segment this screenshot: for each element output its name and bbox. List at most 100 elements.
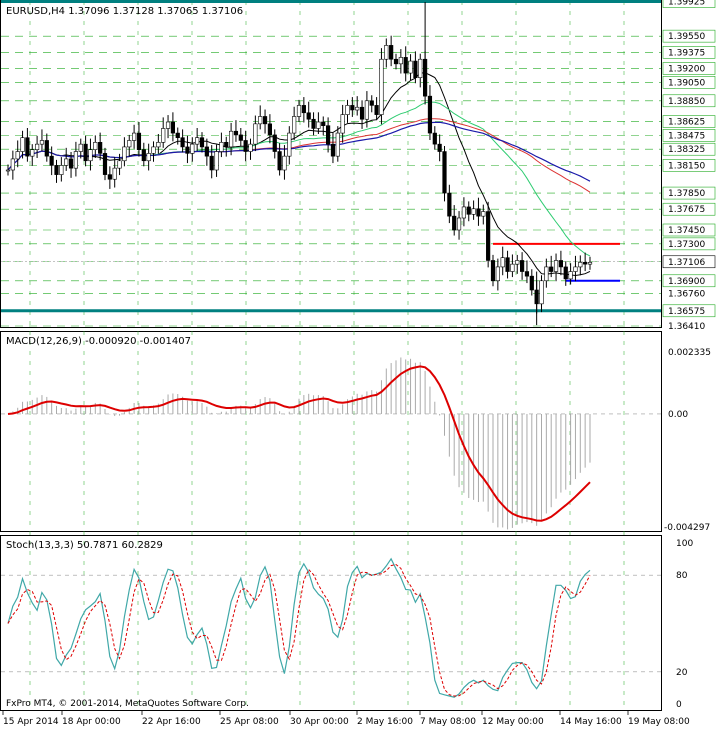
candle-body bbox=[432, 132, 437, 145]
candle-body bbox=[253, 123, 258, 145]
price-axis-label: 1.36410 bbox=[668, 322, 705, 332]
candle-body bbox=[25, 137, 30, 157]
candle-body bbox=[262, 116, 268, 125]
candle-body bbox=[10, 158, 15, 171]
candle-body bbox=[519, 260, 525, 272]
price-axis-label: 1.39550 bbox=[668, 32, 705, 42]
candle-body bbox=[306, 112, 311, 120]
price-level-box bbox=[662, 46, 716, 59]
candle-body bbox=[325, 125, 331, 145]
price-level-box bbox=[662, 76, 716, 89]
current-price-box bbox=[662, 255, 716, 269]
candle-body bbox=[93, 142, 98, 150]
price-level-box bbox=[662, 202, 716, 216]
candle-body bbox=[510, 263, 515, 272]
x-axis-label: 14 May 16:00 bbox=[560, 717, 622, 727]
candle-body bbox=[549, 266, 554, 272]
price-level-box bbox=[662, 115, 716, 128]
x-axis-label: 30 Apr 00:00 bbox=[290, 717, 349, 727]
candle-body bbox=[127, 140, 132, 148]
candle-body bbox=[190, 143, 195, 154]
candle-body bbox=[471, 208, 476, 215]
price-axis-label: 1.39925 bbox=[668, 0, 705, 8]
x-axis-label: 25 Apr 08:00 bbox=[220, 717, 279, 727]
macd-signal-line bbox=[7, 365, 591, 522]
candle-body bbox=[209, 155, 214, 171]
candle-body bbox=[287, 132, 292, 157]
candle-body bbox=[267, 123, 273, 136]
price-axis-label: 1.39375 bbox=[668, 48, 705, 58]
candle-body bbox=[321, 121, 326, 126]
candle-body bbox=[393, 58, 399, 65]
candle-body bbox=[20, 137, 25, 152]
candle-body bbox=[524, 271, 530, 277]
candle-body bbox=[151, 146, 156, 154]
candle-body bbox=[495, 266, 500, 282]
price-level-box bbox=[662, 29, 716, 43]
candle-body bbox=[500, 257, 505, 268]
candle-body bbox=[544, 266, 549, 282]
price-axis-label: 1.39050 bbox=[668, 78, 705, 88]
candle-body bbox=[39, 140, 45, 145]
price-pane[interactable] bbox=[0, 0, 662, 328]
candle-body bbox=[568, 271, 573, 280]
stoch-main-line bbox=[7, 557, 591, 698]
candle-body bbox=[486, 211, 491, 261]
candle-body bbox=[199, 137, 205, 148]
candle-body bbox=[282, 155, 287, 171]
candle-body bbox=[59, 165, 64, 175]
price-axis-label: 1.39200 bbox=[668, 64, 705, 74]
price-level-box bbox=[662, 94, 716, 108]
candle-body bbox=[490, 260, 496, 282]
candle-body bbox=[30, 149, 35, 157]
candle-body bbox=[122, 146, 127, 162]
candle-body bbox=[73, 151, 78, 169]
candle-body bbox=[292, 116, 297, 134]
x-axis-label: 18 Apr 00:00 bbox=[62, 717, 121, 727]
candle-body bbox=[83, 143, 88, 162]
candle-body bbox=[578, 262, 583, 268]
candle-body bbox=[64, 158, 69, 166]
candle-body bbox=[88, 149, 93, 162]
candle-body bbox=[379, 58, 384, 115]
candle-body bbox=[117, 160, 122, 169]
price-axis-label: 1.38850 bbox=[668, 97, 705, 107]
price-level-box bbox=[662, 186, 716, 200]
candle-body bbox=[316, 121, 321, 129]
candle-body bbox=[403, 57, 408, 74]
x-axis-label: 22 Apr 16:00 bbox=[142, 717, 201, 727]
candle-body bbox=[170, 121, 176, 134]
candle-body bbox=[243, 140, 248, 152]
price-pane-title: EURUSD,H4 1.37096 1.37128 1.37065 1.3710… bbox=[6, 6, 243, 17]
candle-body bbox=[505, 257, 510, 272]
x-axis-label: 19 May 08:00 bbox=[628, 717, 690, 727]
candle-body bbox=[165, 121, 171, 129]
candle-body bbox=[456, 217, 462, 231]
stoch-signal-line bbox=[7, 563, 591, 697]
candle-body bbox=[161, 128, 166, 143]
candle-body bbox=[452, 215, 457, 231]
price-level-box bbox=[662, 62, 716, 75]
price-axis-label: 1.38325 bbox=[668, 145, 705, 155]
stoch-pane-title: Stoch(13,3,3) 50.7871 60.2829 bbox=[6, 540, 163, 551]
footer-copyright: FxPro MT4, © 2001-2014, MetaQuotes Softw… bbox=[6, 699, 249, 709]
price-axis-label: 1.38150 bbox=[668, 161, 705, 171]
candle-body bbox=[78, 143, 83, 152]
price-axis-label: 1.36900 bbox=[668, 277, 705, 287]
price-level-box bbox=[662, 129, 716, 142]
candle-body bbox=[515, 260, 520, 265]
price-axis-label: 1.38475 bbox=[668, 131, 705, 141]
candle-body bbox=[107, 174, 112, 180]
macd-axis-label: -0.004297 bbox=[664, 523, 710, 533]
x-axis-label: 2 May 16:00 bbox=[357, 717, 413, 727]
candle-body bbox=[345, 105, 350, 115]
candle-body bbox=[398, 57, 403, 65]
candle-body bbox=[364, 100, 370, 120]
candle-body bbox=[553, 260, 559, 272]
candle-body bbox=[219, 142, 224, 152]
price-level-box bbox=[662, 0, 716, 8]
macd-pane[interactable] bbox=[0, 331, 662, 532]
stoch-axis-label: 100 bbox=[676, 539, 693, 549]
